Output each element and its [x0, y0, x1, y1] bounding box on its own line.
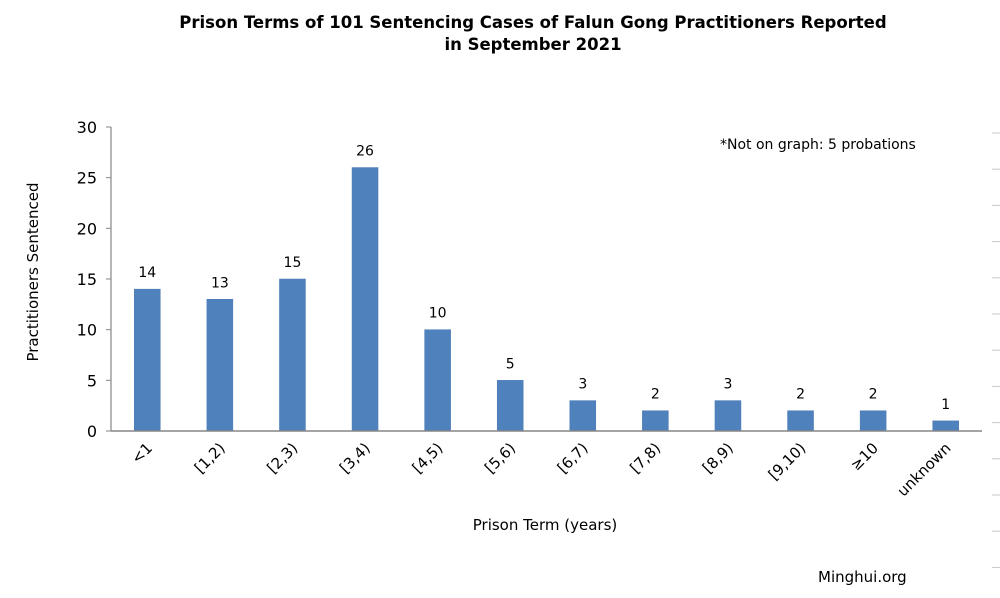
data-label: 3 — [578, 377, 587, 393]
bar — [569, 400, 597, 432]
x-tick-label: unknown — [894, 439, 955, 500]
data-label: 15 — [284, 255, 302, 271]
bar — [714, 400, 742, 432]
y-tick-label: 5 — [87, 371, 97, 390]
chart-title-line1: Prison Terms of 101 Sentencing Cases of … — [179, 13, 887, 32]
x-tick-label: [6,7) — [554, 439, 592, 477]
data-label: 3 — [723, 377, 732, 393]
data-label: 2 — [651, 387, 660, 403]
bar — [279, 278, 306, 432]
data-label: 26 — [356, 144, 374, 160]
data-label: 2 — [869, 387, 878, 403]
bar — [351, 167, 379, 432]
x-tick-label: [5,6) — [481, 439, 519, 477]
annotation: *Not on graph: 5 probations — [720, 137, 916, 153]
y-tick-label: 25 — [77, 169, 97, 188]
bar — [642, 410, 669, 432]
bar — [496, 380, 524, 432]
bar — [134, 288, 161, 432]
x-tick-label: [3,4) — [336, 439, 374, 477]
x-tick-label: [7,8) — [626, 439, 664, 477]
y-tick-label: 10 — [77, 321, 97, 340]
x-tick-label: [4,5) — [409, 439, 447, 477]
data-label: 1 — [941, 397, 950, 413]
y-axis-label: Practitioners Sentenced — [24, 182, 42, 361]
y-tick-label: 20 — [77, 219, 97, 238]
data-label: 13 — [211, 275, 229, 291]
x-tick-label: [1,2) — [191, 439, 229, 477]
bar — [424, 329, 451, 432]
data-label: 10 — [429, 306, 447, 322]
x-tick-label: ≥10 — [847, 439, 882, 474]
bar — [859, 410, 887, 432]
y-tick-label: 15 — [77, 270, 97, 289]
x-axis-label: Prison Term (years) — [473, 516, 618, 534]
chart-title-line2: in September 2021 — [444, 35, 622, 54]
data-label: 5 — [506, 356, 515, 372]
x-tick-label: [8,9) — [699, 439, 737, 477]
bar — [787, 410, 814, 432]
data-label: 2 — [796, 387, 805, 403]
source-credit: Minghui.org — [818, 568, 907, 586]
data-label: 14 — [138, 265, 156, 281]
x-tick-label: <1 — [128, 439, 156, 467]
y-tick-label: 0 — [87, 422, 97, 441]
y-tick-label: 30 — [77, 118, 97, 137]
bar — [932, 420, 959, 432]
chart-title: Prison Terms of 101 Sentencing Cases of … — [0, 12, 1000, 56]
bar — [206, 299, 234, 432]
x-tick-label: [9,10) — [765, 439, 810, 484]
x-tick-label: [2,3) — [263, 439, 301, 477]
